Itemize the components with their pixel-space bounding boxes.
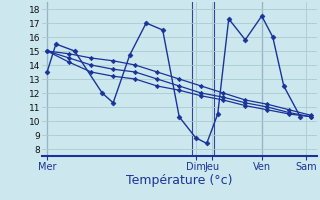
- X-axis label: Température (°c): Température (°c): [126, 174, 232, 187]
